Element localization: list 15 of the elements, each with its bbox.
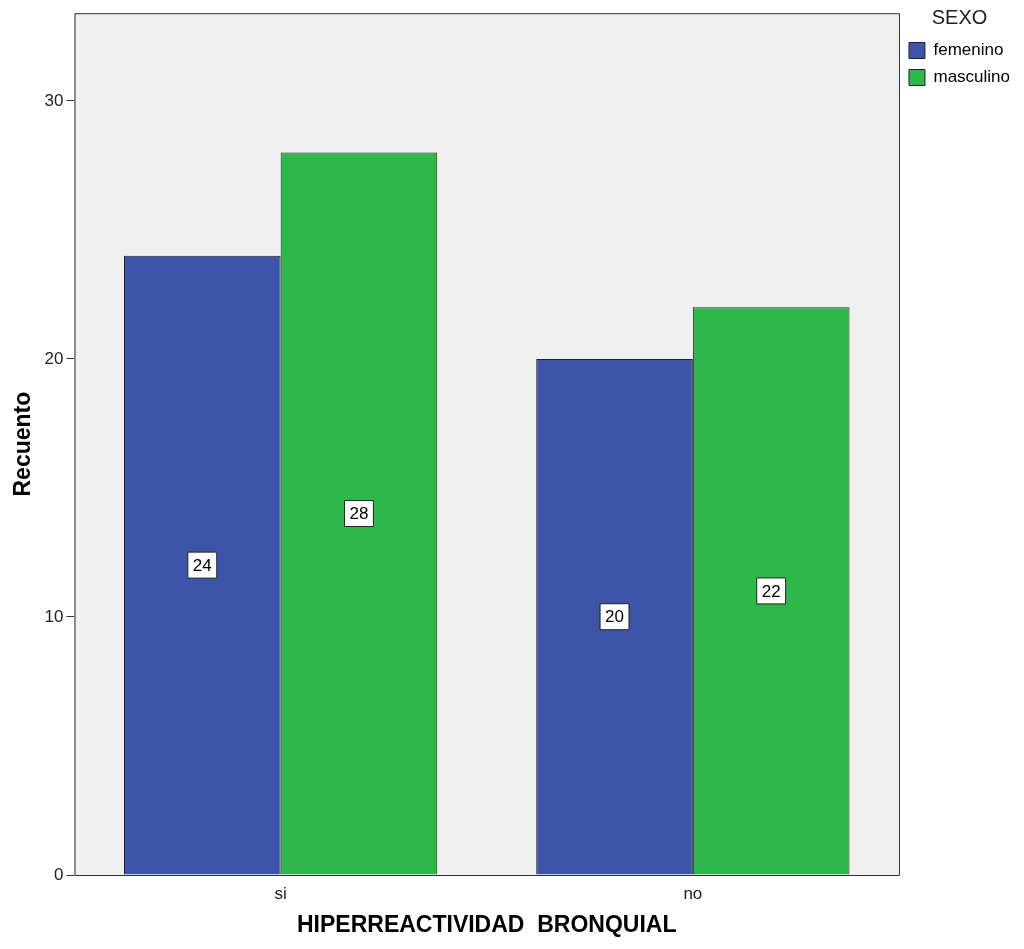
data-label: 22 xyxy=(761,581,781,601)
data-label: 20 xyxy=(605,607,624,627)
x-tick-label: si xyxy=(274,883,287,903)
legend-title: SEXO xyxy=(931,5,988,28)
x-axis-title: HIPERREACTIVIDAD BRONQUIAL xyxy=(296,910,677,937)
legend-label: masculino xyxy=(933,67,1011,87)
data-label: 24 xyxy=(192,555,212,575)
legend-label: femenino xyxy=(933,40,1004,60)
x-tick-label: no xyxy=(683,883,703,903)
y-tick-label: 20 xyxy=(44,348,64,368)
y-tick-label: 0 xyxy=(54,864,64,884)
y-tick-label: 30 xyxy=(44,90,64,110)
y-axis-title: Recuento xyxy=(9,391,36,497)
data-label: 28 xyxy=(349,504,369,524)
y-tick-label: 10 xyxy=(44,606,64,626)
